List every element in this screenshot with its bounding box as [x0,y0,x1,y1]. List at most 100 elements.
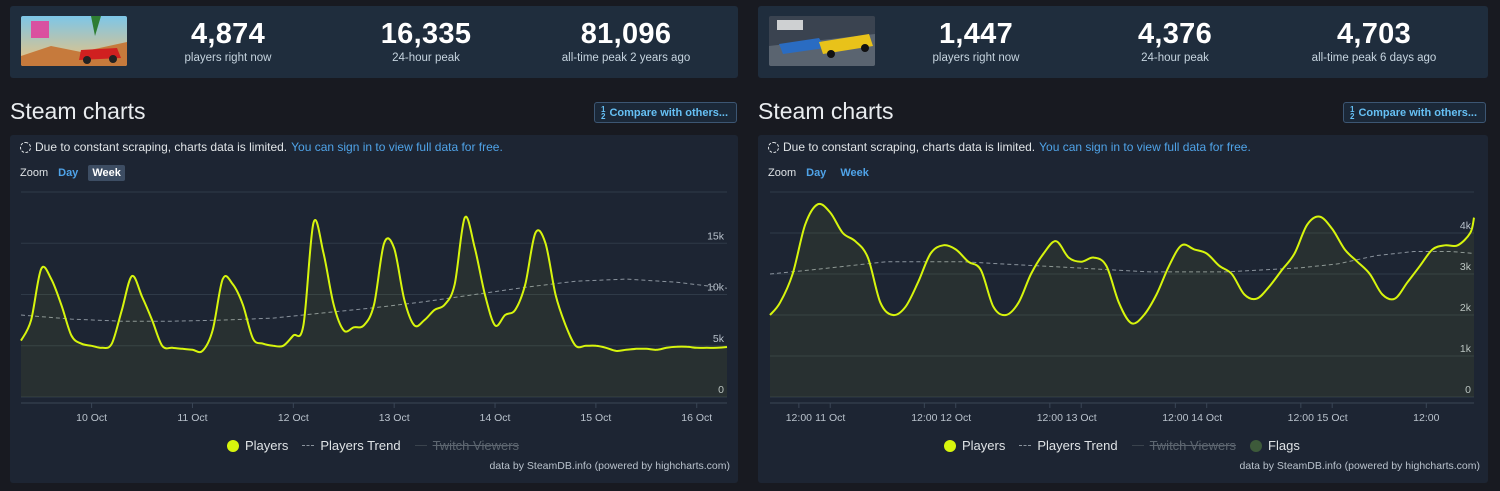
sign-in-link[interactable]: You can sign in to view full data for fr… [1039,140,1251,154]
section-title: Steam charts [10,98,146,124]
x-tick-label: 14 Oct [1191,412,1222,424]
scraping-notice: Due to constant scraping, charts data is… [768,140,1251,154]
legend-trend-label: Players Trend [1037,438,1118,453]
game-capsule-image[interactable] [21,16,127,66]
game-capsule-image[interactable] [769,16,875,66]
zoom-week-button[interactable]: Week [88,165,125,181]
stat-all-time-peak: 4,703 all-time peak 6 days ago [1299,18,1449,66]
notice-text: Due to constant scraping, charts data is… [35,140,288,154]
loading-circle-icon [20,141,31,153]
twitch-line-icon [1131,445,1144,446]
x-tick-label: 12:00 [1413,412,1439,424]
current-players-value: 1,447 [938,18,1014,50]
stat-24h-peak: 4,376 24-hour peak [1125,18,1225,66]
peak-24h-value: 16,335 [380,18,472,50]
section-title: Steam charts [758,98,894,124]
players-area [770,203,1474,397]
legend-players-trend[interactable]: Players Trend [302,438,401,453]
x-tick-label: 12:00 [911,412,937,424]
current-players-label: players right now [932,52,1020,64]
x-tick-label: 12:00 [786,412,812,424]
players-dot-icon [227,439,239,452]
zoom-label: Zoom [20,167,49,179]
x-tick-label: 12 Oct [940,412,971,424]
zoom-week-button[interactable]: Week [840,167,869,179]
legend-players-label: Players [245,438,289,453]
y-tick-label: 4k [1460,220,1472,232]
legend-twitch-label: Twitch Viewers [432,438,520,453]
players-line[interactable] [769,202,1475,325]
legend-players-label: Players [962,438,1006,453]
players-chart[interactable]: 0 5k 10k 15k 10 Oct 11 Oct 12 Oct 13 Oct 14 Oct 1… [10,135,738,435]
chart-legend: Players Players Trend Twitch Viewers Fla… [944,438,1300,453]
stat-current-players: 1,447 players right now [926,18,1026,66]
players-trend-line [769,251,1475,275]
x-tick-label: 16 Oct [681,412,712,424]
stat-current-players: 4,874 players right now [178,18,278,66]
legend-twitch-viewers[interactable]: Twitch Viewers [414,438,520,453]
compare-label: Compare with others... [609,106,729,119]
x-tick-label: 13 Oct [1066,412,1097,424]
scraping-notice: Due to constant scraping, charts data is… [20,140,503,154]
legend-flags-label: Flags [1268,438,1300,453]
zoom-controls: Zoom Day Week [768,165,873,181]
compare-label: Compare with others... [1358,106,1478,119]
players-dot-icon [944,439,956,452]
x-tick-label: 14 Oct [480,412,511,424]
stats-bar: 1,447 players right now 4,376 24-hour pe… [758,6,1488,78]
zoom-day-button[interactable]: Day [806,167,827,179]
y-tick-label: 10k [707,282,725,294]
loading-circle-icon [768,141,779,153]
chart-credit[interactable]: data by SteamDB.info (powered by highcha… [489,460,730,472]
x-tick-label: 11 Oct [177,412,207,424]
x-tick-label: 12 Oct [278,412,309,424]
zoom-day-button[interactable]: Day [58,167,79,179]
legend-players[interactable]: Players [944,438,1005,453]
x-tick-label: 13 Oct [379,412,410,424]
chart-container: Due to constant scraping, charts data is… [10,135,738,483]
x-tick-label: 12:00 [1162,412,1188,424]
notice-text: Due to constant scraping, charts data is… [783,140,1036,154]
x-tick-label: 11 Oct [815,412,845,424]
peak-24h-value: 4,376 [1137,18,1213,50]
panel-forza-motorsport: 1,447 players right now 4,376 24-hour pe… [758,0,1488,491]
stat-24h-peak: 16,335 24-hour peak [376,18,476,66]
players-line[interactable] [20,215,728,354]
y-tick-label: 0 [718,384,724,396]
all-time-peak-value: 4,703 [1336,18,1412,50]
twitch-line-icon [414,445,427,446]
current-players-label: players right now [184,52,272,64]
trend-dash-icon [302,445,315,446]
legend-twitch-label: Twitch Viewers [1149,438,1237,453]
flags-dot-icon [1250,439,1263,452]
x-tick-label: 12:00 [1288,412,1314,424]
zoom-label: Zoom [768,167,797,179]
legend-trend-label: Players Trend [320,438,401,453]
sign-in-link[interactable]: You can sign in to view full data for fr… [291,140,503,154]
legend-flags[interactable]: Flags [1250,438,1300,453]
y-tick-label: 3k [1460,261,1472,273]
all-time-peak-label: all-time peak 6 days ago [1311,52,1437,64]
trend-dash-icon [1019,445,1032,446]
chart-credit[interactable]: data by SteamDB.info (powered by highcha… [1239,460,1480,472]
y-tick-label: 5k [713,333,725,345]
zoom-controls: Zoom Day Week [20,165,125,181]
peak-24h-label: 24-hour peak [392,52,460,64]
legend-players-trend[interactable]: Players Trend [1019,438,1118,453]
stats-bar: 4,874 players right now 16,335 24-hour p… [10,6,738,78]
current-players-value: 4,874 [190,18,266,50]
legend-players[interactable]: Players [227,438,288,453]
y-tick-label: 15k [707,230,725,242]
y-tick-label: 0 [1465,384,1471,396]
chart-legend: Players Players Trend Twitch Viewers [227,438,519,453]
peak-24h-label: 24-hour peak [1141,52,1209,64]
stat-all-time-peak: 81,096 all-time peak 2 years ago [551,18,701,66]
legend-twitch-viewers[interactable]: Twitch Viewers [1131,438,1237,453]
y-tick-label: 1k [1460,343,1472,355]
chart-container: Due to constant scraping, charts data is… [758,135,1488,483]
